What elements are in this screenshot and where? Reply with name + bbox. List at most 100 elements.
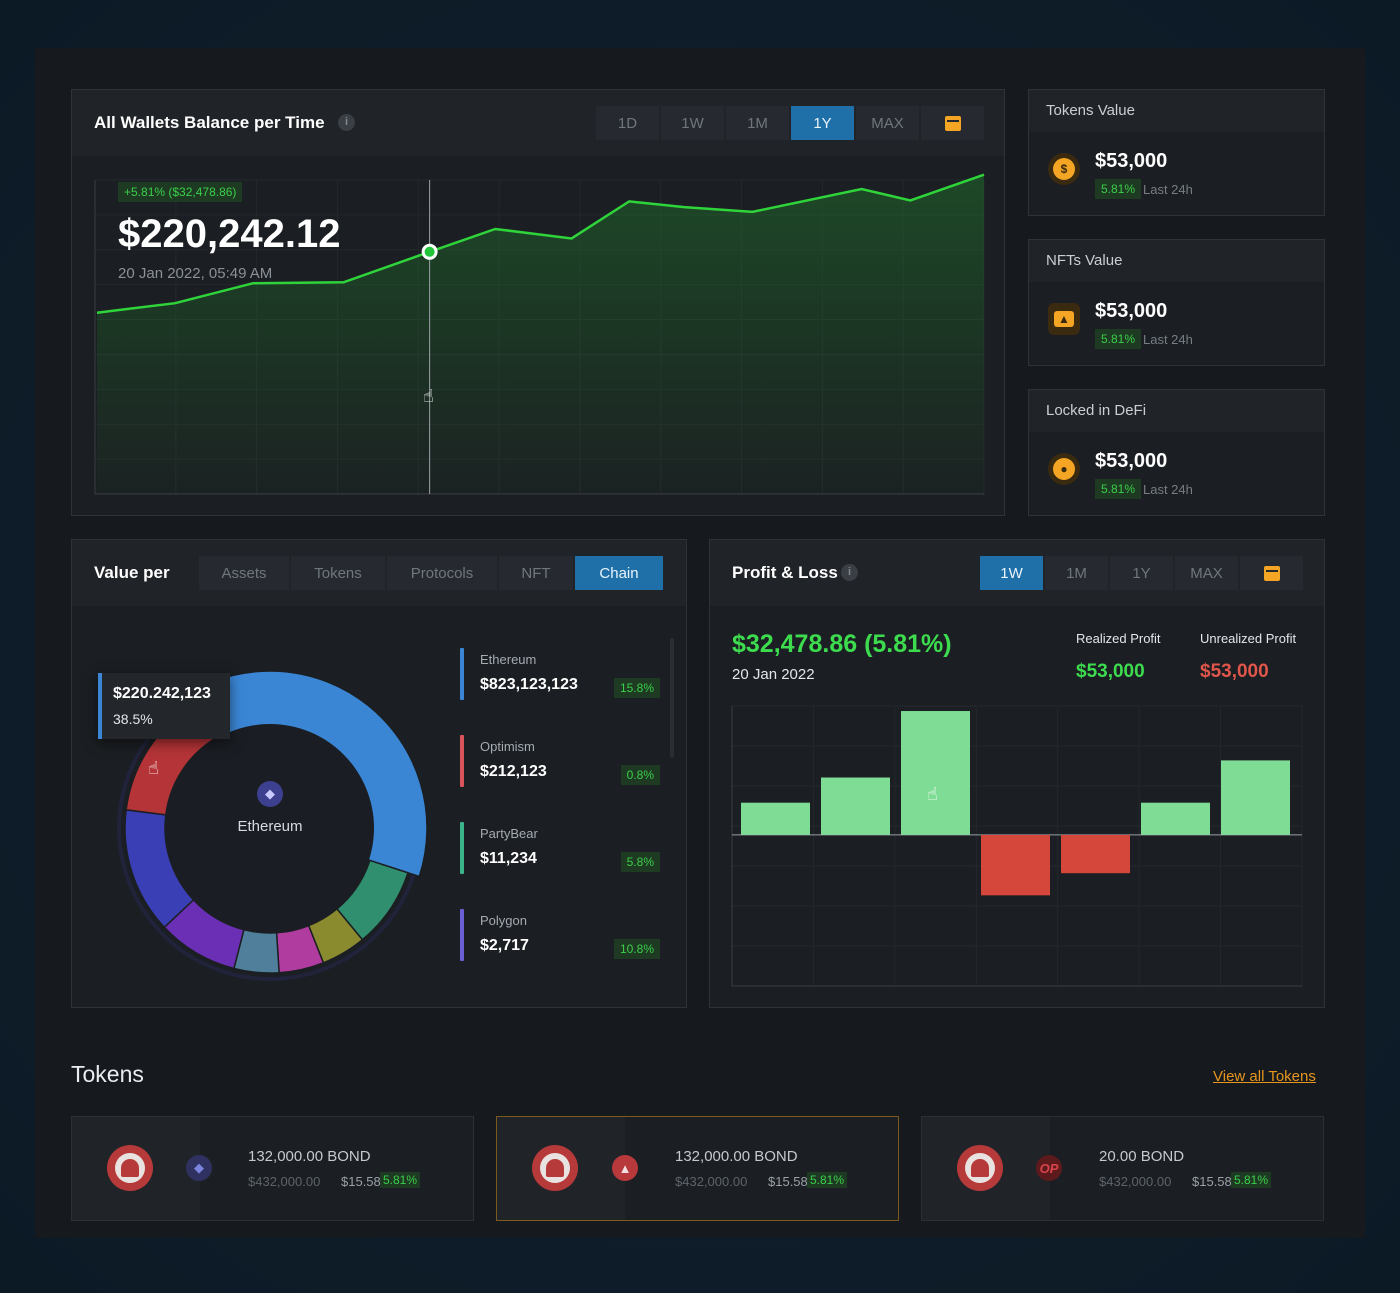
area-fill <box>97 174 984 494</box>
range-max-button[interactable]: MAX <box>1175 556 1238 590</box>
value-per-tabs: Assets Tokens Protocols NFT Chain <box>199 556 663 590</box>
legend-item[interactable]: Optimism $212,123 0.8% <box>460 735 660 787</box>
profit-bar <box>1221 760 1290 835</box>
range-1w-button[interactable]: 1W <box>980 556 1043 590</box>
pnl-range-selector: 1W 1M 1Y MAX <box>980 556 1303 590</box>
info-icon[interactable]: i <box>841 564 858 581</box>
tab-tokens[interactable]: Tokens <box>291 556 385 590</box>
profit-bar <box>741 802 810 835</box>
locked-defi-card[interactable]: Locked in DeFi ● $53,000 5.81% Last 24h <box>1028 389 1325 516</box>
legend-color-bar <box>460 822 464 874</box>
tab-assets[interactable]: Assets <box>199 556 289 590</box>
card-sub: Last 24h <box>1143 332 1193 347</box>
chain-donut-chart[interactable] <box>72 606 452 1006</box>
tab-protocols[interactable]: Protocols <box>387 556 497 590</box>
legend-pct: 10.8% <box>613 939 660 959</box>
range-1w-button[interactable]: 1W <box>661 106 724 140</box>
token-card[interactable]: ▲ 132,000.00 BOND $432,000.00 $15.58 5.8… <box>496 1116 899 1221</box>
range-1d-button[interactable]: 1D <box>596 106 659 140</box>
image-icon: ▲ <box>1048 303 1080 335</box>
card-sub: Last 24h <box>1143 182 1193 197</box>
legend-value: $212,123 <box>480 763 547 780</box>
dollar-coin-icon: $ <box>1048 153 1080 185</box>
donut-center-label: Ethereum <box>237 818 303 835</box>
legend-name: Polygon <box>480 913 527 928</box>
profit-loss-title: Profit & Loss <box>732 563 838 582</box>
legend-pct: 15.8% <box>613 678 660 698</box>
bond-token-logo-icon <box>532 1145 578 1191</box>
token-amount: 132,000.00 BOND <box>675 1148 798 1165</box>
legend-name: Ethereum <box>480 652 537 667</box>
card-header <box>1029 90 1324 132</box>
value-per-panel: Value per Assets Tokens Protocols NFT Ch… <box>71 539 687 1008</box>
legend-item[interactable]: Ethereum $823,123,123 15.8% <box>460 648 660 700</box>
card-pct: 5.81% <box>1095 329 1142 349</box>
legend-value: $11,234 <box>480 850 537 867</box>
highlight-point <box>424 246 435 257</box>
calendar-button[interactable] <box>1240 556 1303 590</box>
card-title: NFTs Value <box>1046 252 1123 269</box>
view-all-tokens-link[interactable]: View all Tokens <box>1213 1068 1316 1085</box>
legend-color-bar <box>460 735 464 787</box>
nfts-value-card[interactable]: NFTs Value ▲ $53,000 5.81% Last 24h <box>1028 239 1325 366</box>
donut-hole <box>166 724 374 932</box>
loss-bar <box>1061 834 1130 874</box>
range-1y-button[interactable]: 1Y <box>1110 556 1173 590</box>
card-pct: 5.81% <box>1095 479 1142 499</box>
calendar-button[interactable] <box>921 106 984 140</box>
card-title: Tokens Value <box>1046 102 1135 119</box>
card-value: $53,000 <box>1095 300 1168 322</box>
legend-color-bar <box>460 648 464 700</box>
token-pct: 5.81% <box>1231 1172 1272 1188</box>
range-1y-button[interactable]: 1Y <box>791 106 854 140</box>
balance-range-selector: 1D 1W 1M 1Y MAX <box>596 106 984 140</box>
legend-name: Optimism <box>480 739 535 754</box>
pnl-date: 20 Jan 2022 <box>732 666 815 683</box>
legend-pct: 5.8% <box>620 852 660 872</box>
token-usd: $432,000.00 <box>675 1174 748 1189</box>
realized-profit-label: Realized Profit <box>1076 631 1161 646</box>
card-value: $53,000 <box>1095 450 1168 472</box>
bond-token-logo-icon <box>107 1145 153 1191</box>
legend-pct: 0.8% <box>620 765 660 785</box>
range-max-button[interactable]: MAX <box>856 106 919 140</box>
tab-nft[interactable]: NFT <box>499 556 573 590</box>
token-card[interactable]: OP 20.00 BOND $432,000.00 $15.58 5.81% <box>921 1116 1324 1221</box>
legend-item[interactable]: PartyBear $11,234 5.8% <box>460 822 660 874</box>
tokens-section-title: Tokens <box>71 1061 144 1087</box>
pnl-headline: $32,478.86 (5.81%) <box>732 630 952 658</box>
range-1m-button[interactable]: 1M <box>726 106 789 140</box>
token-amount: 20.00 BOND <box>1099 1148 1185 1165</box>
profit-loss-bar-chart[interactable] <box>710 540 1326 1009</box>
tooltip-pct: 38.5% <box>113 711 153 727</box>
balance-panel-title: All Wallets Balance per Time <box>94 113 325 132</box>
balance-panel: All Wallets Balance per Time i 1D 1W 1M … <box>71 89 1005 516</box>
avalanche-icon: ▲ <box>612 1155 638 1181</box>
realized-profit-value: $53,000 <box>1076 661 1145 682</box>
loss-bar <box>981 834 1050 896</box>
legend-item[interactable]: Polygon $2,717 10.8% <box>460 909 660 961</box>
profit-bar <box>1141 802 1210 835</box>
tokens-value-card[interactable]: Tokens Value $ $53,000 5.81% Last 24h <box>1028 89 1325 216</box>
legend-value: $823,123,123 <box>480 676 578 693</box>
tab-chain[interactable]: Chain <box>575 556 663 590</box>
series-line <box>96 173 985 314</box>
unrealized-profit-label: Unrealized Profit <box>1200 631 1297 646</box>
token-price: $15.58 <box>341 1174 381 1189</box>
info-icon[interactable]: i <box>338 114 355 131</box>
token-price: $15.58 <box>1192 1174 1232 1189</box>
balance-area-chart[interactable] <box>72 90 1006 517</box>
card-title: Locked in DeFi <box>1046 402 1147 419</box>
optimism-icon: OP <box>1036 1155 1062 1181</box>
card-value: $53,000 <box>1095 150 1168 172</box>
profit-loss-panel: Profit & Loss i 1W 1M 1Y MAX $32,478.86 … <box>709 539 1325 1008</box>
legend-color-bar <box>460 909 464 961</box>
donut-tooltip: $220.242,123 38.5% <box>98 673 230 739</box>
donut-center-icon-ethereum: ◆ <box>257 781 283 807</box>
card-header <box>1029 390 1324 432</box>
range-1m-button[interactable]: 1M <box>1045 556 1108 590</box>
token-card[interactable]: ◆ 132,000.00 BOND $432,000.00 $15.58 5.8… <box>71 1116 474 1221</box>
pointer-cursor-icon: ☝ <box>927 784 938 804</box>
legend-scrollbar[interactable] <box>670 638 674 758</box>
balance-value: $220,242.12 <box>118 212 341 256</box>
